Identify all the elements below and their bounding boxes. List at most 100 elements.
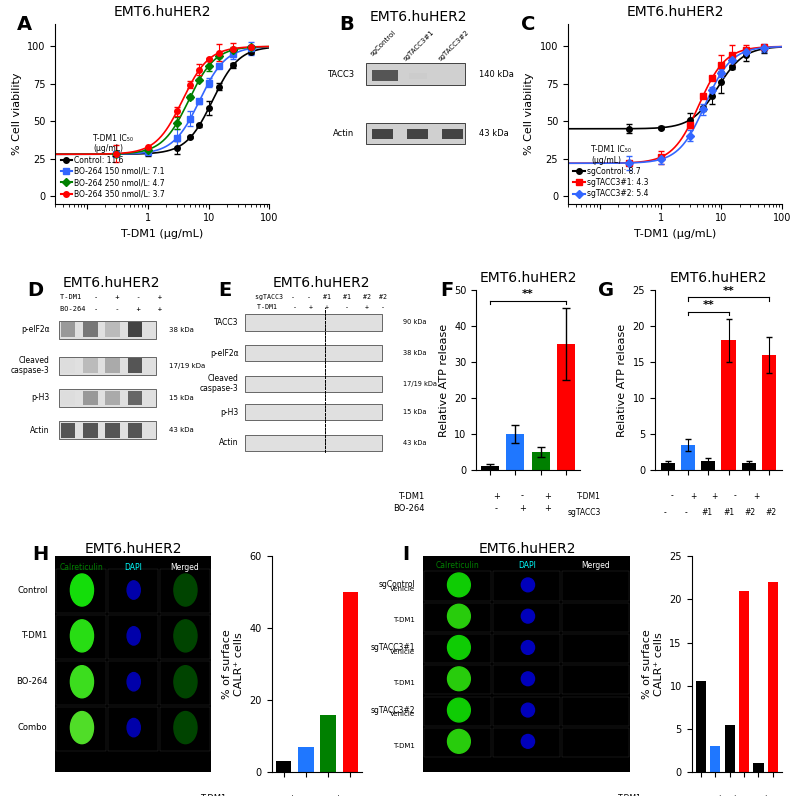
Text: -: - — [664, 508, 666, 517]
Bar — [407, 129, 428, 139]
Text: -: - — [748, 794, 751, 796]
Text: Combo: Combo — [18, 723, 47, 732]
Bar — [562, 728, 630, 757]
Bar — [754, 763, 764, 772]
Bar — [56, 569, 107, 613]
Text: +: + — [690, 491, 696, 501]
Bar — [494, 728, 560, 757]
Bar — [61, 391, 75, 405]
Text: A: A — [17, 15, 32, 34]
Text: #2: #2 — [744, 508, 755, 517]
Legend: sgControl: 8.7, sgTACC3#1: 4.3, sgTACC3#2: 5.4: sgControl: 8.7, sgTACC3#1: 4.3, sgTACC3#… — [572, 143, 650, 200]
Text: +: + — [519, 504, 525, 513]
Text: -: - — [521, 491, 524, 501]
Bar — [105, 322, 120, 337]
Bar — [105, 391, 120, 405]
Text: +: + — [288, 794, 295, 796]
Bar — [56, 615, 107, 659]
Circle shape — [447, 698, 470, 722]
Bar — [61, 423, 75, 438]
Bar — [245, 435, 382, 451]
Text: +: + — [732, 794, 738, 796]
Text: T-DM1: T-DM1 — [393, 680, 415, 686]
Text: 15 kDa: 15 kDa — [169, 395, 194, 401]
Circle shape — [127, 673, 141, 691]
Legend: Control: 11.6, BO-264 150 nmol/L: 7.1, BO-264 250 nmol/L: 4.7, BO-264 350 nmol/L: Control: 11.6, BO-264 150 nmol/L: 7.1, B… — [59, 132, 167, 200]
Text: Vehicle: Vehicle — [390, 712, 415, 717]
Bar — [160, 615, 210, 659]
Bar — [739, 591, 749, 772]
Circle shape — [521, 703, 535, 717]
Text: **: ** — [723, 286, 735, 296]
Bar — [768, 582, 778, 772]
Text: +: + — [544, 491, 551, 501]
Text: Actin: Actin — [219, 439, 239, 447]
Title: EMT6.huHER2: EMT6.huHER2 — [670, 271, 767, 285]
Text: I: I — [403, 545, 410, 564]
Bar — [372, 70, 397, 81]
Text: Merged: Merged — [581, 560, 610, 570]
Text: #2: #2 — [766, 508, 777, 517]
Text: Actin: Actin — [333, 129, 355, 138]
Bar — [494, 603, 560, 632]
Text: BO-264: BO-264 — [16, 677, 47, 686]
Y-axis label: % of surface
CALR⁺ cells: % of surface CALR⁺ cells — [223, 630, 244, 699]
Text: **: ** — [702, 300, 714, 310]
Bar — [160, 569, 210, 613]
Text: T-DM1   -    +    -    +: T-DM1 - + - + — [60, 294, 162, 299]
Text: 38 kDa: 38 kDa — [403, 350, 426, 356]
Bar — [128, 358, 142, 373]
Bar — [366, 64, 465, 85]
Circle shape — [447, 635, 470, 659]
Text: T-DM1: T-DM1 — [21, 631, 47, 640]
Bar — [660, 462, 675, 470]
Bar — [696, 681, 705, 772]
Bar — [107, 707, 158, 751]
Bar — [494, 665, 560, 694]
Bar — [245, 404, 382, 420]
Bar — [61, 322, 75, 337]
Text: Actin: Actin — [30, 426, 50, 435]
Bar — [107, 661, 158, 704]
Bar — [424, 696, 491, 726]
Text: F: F — [440, 281, 453, 300]
Bar — [724, 724, 735, 772]
Text: Calreticulin: Calreticulin — [436, 560, 480, 570]
Text: TACC3: TACC3 — [327, 70, 355, 79]
Text: -: - — [671, 491, 673, 501]
Text: -: - — [703, 794, 706, 796]
Bar — [702, 462, 716, 470]
Circle shape — [447, 729, 470, 753]
Text: +: + — [754, 491, 760, 501]
Y-axis label: % Cell viability: % Cell viability — [12, 72, 21, 155]
Text: +: + — [762, 794, 768, 796]
Text: sgTACC3#1: sgTACC3#1 — [402, 29, 435, 62]
Bar — [562, 696, 630, 726]
Circle shape — [447, 667, 470, 691]
Circle shape — [521, 609, 535, 623]
X-axis label: T-DM1 (μg/mL): T-DM1 (μg/mL) — [121, 229, 204, 239]
Y-axis label: Relative ATP release: Relative ATP release — [438, 323, 449, 436]
Bar — [83, 322, 98, 337]
Circle shape — [127, 626, 141, 645]
Title: EMT6.huHER2: EMT6.huHER2 — [370, 10, 468, 24]
Text: 43 kDa: 43 kDa — [480, 129, 510, 138]
Bar — [107, 569, 158, 613]
Text: #1: #1 — [702, 508, 713, 517]
Bar — [494, 572, 560, 600]
Bar — [58, 421, 156, 439]
Bar — [276, 761, 292, 772]
Text: p-eIF2α: p-eIF2α — [210, 349, 239, 357]
Text: Control: Control — [17, 586, 47, 595]
Circle shape — [70, 620, 93, 652]
Circle shape — [127, 581, 141, 599]
Circle shape — [447, 573, 470, 597]
Text: T-DM1: T-DM1 — [393, 743, 415, 749]
Circle shape — [70, 574, 93, 606]
Text: +: + — [493, 491, 500, 501]
Text: 38 kDa: 38 kDa — [169, 326, 194, 333]
Text: DAPI: DAPI — [124, 563, 142, 572]
Text: 15 kDa: 15 kDa — [403, 409, 426, 416]
Circle shape — [70, 712, 93, 743]
Text: sgTACC3: sgTACC3 — [568, 508, 601, 517]
